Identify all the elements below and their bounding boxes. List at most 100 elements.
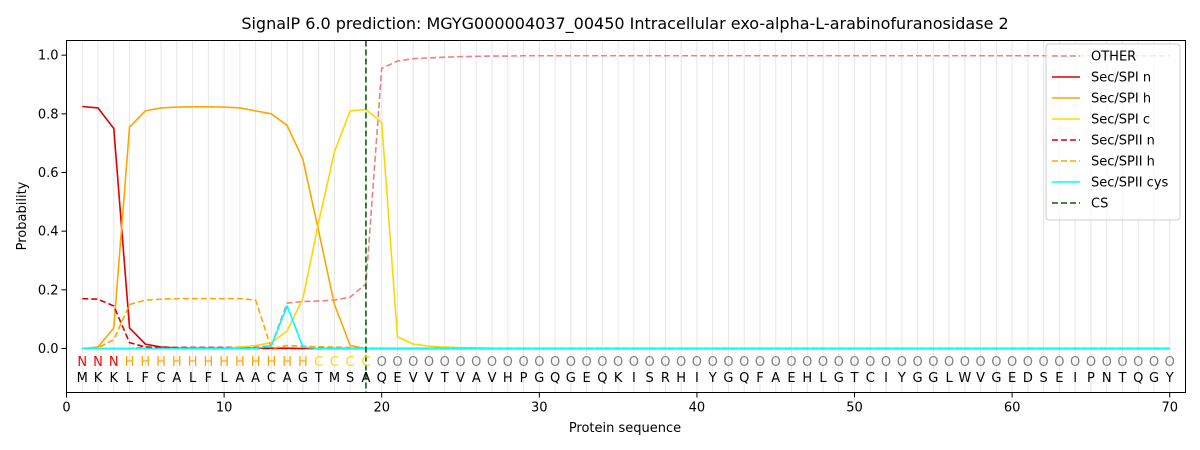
y-tick-label: 0.4 (38, 225, 59, 240)
legend-label: Sec/SPII h (1091, 155, 1155, 170)
residue-label: T (440, 371, 449, 386)
region-label: C (346, 355, 355, 370)
residue-label: K (110, 371, 119, 386)
legend-label: Sec/SPI n (1091, 71, 1151, 86)
residue-label: P (1087, 371, 1095, 386)
residue-label: A (235, 371, 244, 386)
residue-label: L (819, 371, 827, 386)
residue-label: L (220, 371, 228, 386)
residue-label: C (866, 371, 875, 386)
residue-label: I (1073, 371, 1077, 386)
y-tick-label: 0.2 (38, 283, 59, 298)
region-label: O (597, 355, 607, 370)
region-label: O (455, 355, 465, 370)
residue-label: V (488, 371, 497, 386)
residue-label: A (361, 371, 370, 386)
region-label: O (1023, 355, 1033, 370)
y-axis-label: Probability (15, 181, 30, 250)
x-tick-label: 70 (1161, 401, 1178, 416)
residue-label: G (991, 371, 1001, 386)
residue-label: V (456, 371, 465, 386)
legend-label: Sec/SPI c (1091, 113, 1150, 128)
region-label: O (676, 355, 686, 370)
region-label: O (1102, 355, 1112, 370)
x-tick-label: 0 (62, 401, 70, 416)
residue-label: H (802, 371, 812, 386)
residue-label: G (723, 371, 733, 386)
residue-label: Y (708, 371, 717, 386)
residue-label: I (695, 371, 699, 386)
y-tick-label: 1.0 (38, 49, 59, 64)
region-label: O (818, 355, 828, 370)
region-label: O (928, 355, 938, 370)
x-tick-label: 20 (373, 401, 390, 416)
region-label: O (897, 355, 907, 370)
grid-lines (81, 40, 1171, 393)
region-label: O (755, 355, 765, 370)
region-label: O (944, 355, 954, 370)
region-label: O (1117, 355, 1127, 370)
region-label: O (660, 355, 670, 370)
region-label: O (487, 355, 497, 370)
residue-label: D (1023, 371, 1033, 386)
region-label: O (550, 355, 560, 370)
region-label: O (1054, 355, 1064, 370)
residue-label: A (771, 371, 780, 386)
residue-label: E (1055, 371, 1063, 386)
region-label: O (645, 355, 655, 370)
residue-label: V (976, 371, 985, 386)
residue-label: I (632, 371, 636, 386)
residue-label: G (928, 371, 938, 386)
region-label: O (771, 355, 781, 370)
legend-label: Sec/SPI h (1091, 92, 1151, 107)
plot-frame (66, 40, 1186, 393)
region-label: N (93, 355, 103, 370)
region-label: H (203, 355, 213, 370)
residue-label: T (314, 371, 323, 386)
region-label: C (330, 355, 339, 370)
region-label: H (235, 355, 245, 370)
region-label: O (1007, 355, 1017, 370)
residue-label: S (346, 371, 354, 386)
residue-label: S (646, 371, 654, 386)
x-tick-label: 50 (846, 401, 863, 416)
region-label: H (188, 355, 198, 370)
residue-label: L (126, 371, 134, 386)
residue-label: T (850, 371, 859, 386)
residue-label: V (409, 371, 418, 386)
region-label: H (282, 355, 292, 370)
legend-box (1045, 43, 1181, 221)
residue-label: K (614, 371, 623, 386)
residue-label: A (283, 371, 292, 386)
region-label: O (581, 355, 591, 370)
legend-label: CS (1091, 197, 1108, 212)
series-lines (82, 54, 1170, 350)
region-label: N (77, 355, 87, 370)
residue-label: Q (1133, 371, 1143, 386)
residue-label: F (142, 371, 149, 386)
region-label: O (881, 355, 891, 370)
chart-title: SignalP 6.0 prediction: MGYG000004037_00… (241, 14, 1008, 34)
region-label: O (991, 355, 1001, 370)
region-label: O (739, 355, 749, 370)
region-label: O (377, 355, 387, 370)
region-label: O (786, 355, 796, 370)
region-label: N (109, 355, 119, 370)
region-label: O (471, 355, 481, 370)
residue-label: R (661, 371, 670, 386)
residue-label: A (472, 371, 481, 386)
residue-label: Q (550, 371, 560, 386)
residue-label: H (676, 371, 686, 386)
residue-label: N (1102, 371, 1112, 386)
x-tick-label: 60 (1004, 401, 1021, 416)
residue-label: C (157, 371, 166, 386)
residue-label: W (958, 371, 971, 386)
region-label: O (424, 355, 434, 370)
y-tick-label: 0.8 (38, 107, 59, 122)
residue-label: K (94, 371, 103, 386)
series-line-6 (82, 305, 1170, 350)
legend-label: Sec/SPII cys (1091, 176, 1169, 191)
x-tick-label: 10 (216, 401, 233, 416)
